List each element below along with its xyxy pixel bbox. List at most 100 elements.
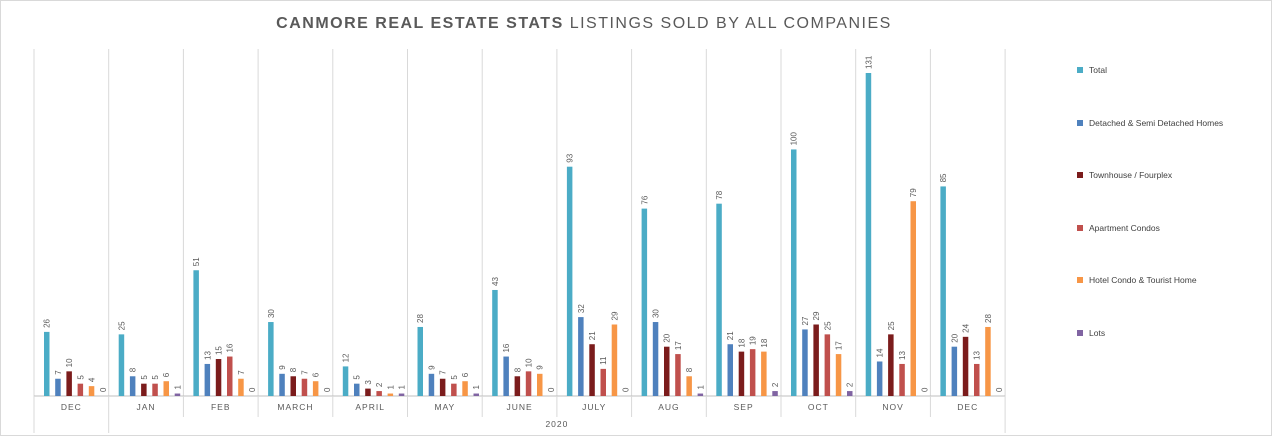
legend-item: Detached & Semi Detached Homes — [1077, 118, 1223, 128]
data-label: 1 — [398, 385, 407, 390]
bar — [342, 366, 349, 396]
data-label: 18 — [737, 338, 746, 347]
data-label: 8 — [685, 367, 694, 372]
category-label: SEP — [734, 402, 754, 412]
bar — [55, 378, 61, 396]
bar — [876, 361, 883, 396]
data-label: 7 — [237, 370, 246, 375]
data-label: 79 — [909, 188, 918, 197]
bar — [238, 378, 244, 396]
data-label: 17 — [835, 341, 844, 350]
data-label: 24 — [962, 323, 971, 332]
data-label: 20 — [663, 333, 672, 342]
bar — [174, 393, 181, 396]
data-label: 21 — [726, 331, 735, 340]
category-label: JAN — [137, 402, 156, 412]
data-label: 25 — [117, 321, 126, 330]
bar — [129, 376, 136, 396]
data-label: 6 — [162, 372, 171, 377]
bar — [962, 336, 969, 396]
data-label: 17 — [674, 341, 683, 350]
bar — [802, 329, 808, 396]
data-label: 51 — [192, 257, 201, 266]
legend-swatch — [1077, 67, 1083, 73]
bar — [439, 378, 446, 396]
legend-item: Hotel Condo & Tourist Home — [1077, 275, 1197, 285]
category-label: JUNE — [506, 402, 532, 412]
bar — [600, 368, 606, 396]
data-label: 7 — [54, 370, 63, 375]
bar — [589, 344, 595, 396]
category-label: NOV — [882, 402, 903, 412]
data-label: 100 — [790, 132, 799, 146]
data-label: 0 — [248, 387, 257, 392]
bar — [312, 381, 319, 396]
bar — [865, 73, 872, 396]
bar — [428, 373, 435, 396]
data-label: 12 — [342, 353, 351, 362]
data-label: 13 — [973, 350, 982, 359]
data-label: 13 — [203, 350, 212, 359]
bar — [951, 346, 958, 396]
bar — [716, 203, 722, 396]
bar — [215, 359, 222, 396]
bar — [772, 391, 778, 396]
data-label: 28 — [416, 314, 425, 323]
data-label: 30 — [652, 309, 661, 318]
bar — [268, 322, 274, 396]
data-label: 25 — [887, 321, 896, 330]
data-label: 1 — [386, 385, 395, 390]
data-label: 85 — [939, 173, 948, 182]
data-label: 4 — [88, 377, 97, 382]
bar — [824, 334, 831, 396]
bar — [835, 354, 842, 396]
bar — [473, 393, 479, 396]
bar — [290, 376, 296, 396]
bar — [365, 388, 371, 396]
data-label: 15 — [215, 346, 224, 355]
data-label: 1 — [472, 385, 481, 390]
data-label: 19 — [749, 336, 758, 345]
legend-label: Townhouse / Fourplex — [1089, 170, 1173, 180]
data-label: 8 — [289, 367, 298, 372]
bar — [77, 383, 84, 396]
bar-chart: DEC JAN FEB MARCH APRIL MAY JUNE JULY AUG SEP OCT N… — [33, 49, 1006, 433]
bar — [279, 373, 285, 396]
data-label: 14 — [876, 348, 885, 357]
bar — [66, 371, 72, 396]
legend-swatch — [1077, 172, 1083, 178]
category-label: FEB — [211, 402, 231, 412]
bar — [686, 376, 692, 396]
bar — [301, 378, 308, 396]
bar — [727, 344, 733, 396]
legend-swatch — [1077, 224, 1083, 231]
bar — [88, 386, 95, 396]
bar — [813, 324, 819, 396]
data-label: 27 — [801, 316, 810, 325]
bar — [641, 208, 648, 396]
bar — [697, 393, 704, 396]
bar — [738, 351, 745, 396]
data-label: 0 — [99, 387, 108, 392]
data-label: 6 — [312, 372, 321, 377]
bar — [791, 149, 797, 396]
legend-swatch — [1077, 119, 1083, 126]
category-label: OCT — [808, 402, 829, 412]
chart-title-sub: LISTINGS SOLD BY ALL COMPANIES — [569, 15, 892, 32]
data-label: 13 — [898, 350, 907, 359]
data-label: 20 — [950, 333, 959, 342]
data-label: 76 — [640, 195, 649, 204]
data-label: 9 — [536, 365, 545, 370]
data-label: 0 — [622, 387, 631, 392]
category-label: AUG — [658, 402, 679, 412]
data-label: 6 — [461, 372, 470, 377]
bar — [44, 331, 50, 396]
data-label: 10 — [65, 358, 74, 367]
legend-item: Townhouse / Fourplex — [1077, 170, 1172, 180]
data-label: 21 — [588, 331, 597, 340]
data-label: 7 — [300, 370, 309, 375]
bar — [847, 391, 853, 396]
bar — [417, 326, 423, 396]
legend-item: Apartment Condos — [1077, 223, 1160, 233]
